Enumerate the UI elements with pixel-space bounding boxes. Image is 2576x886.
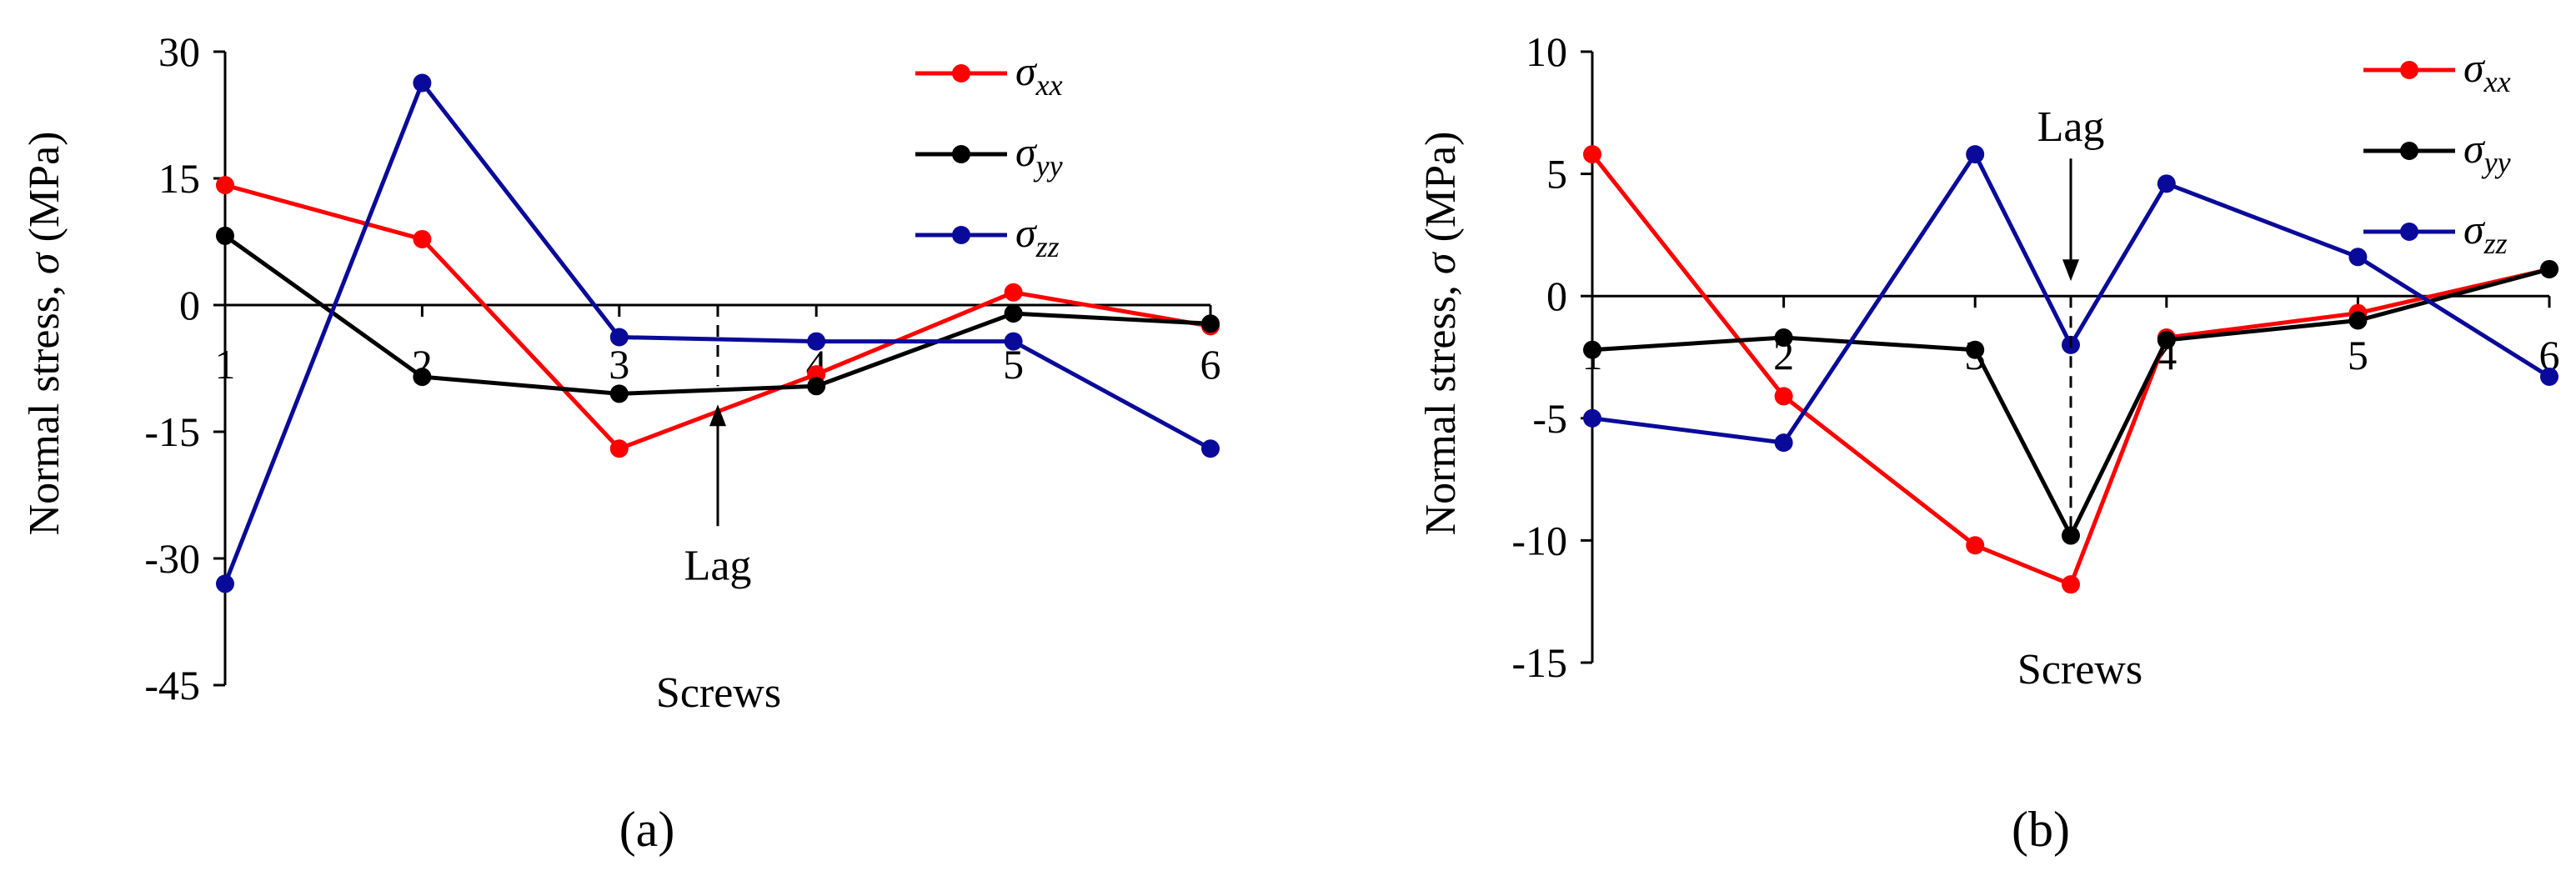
legend-marker-yy (2400, 142, 2418, 160)
x-axis-label-a: Screws (656, 669, 781, 717)
lag-arrow-head (2062, 259, 2079, 282)
legend-marker-xx (2400, 61, 2418, 79)
data-point-zz (1583, 408, 1601, 428)
y-ticks-b: 10 5 0 -5 -10 -15 (1511, 28, 1592, 686)
lag-label: Lag (684, 542, 752, 589)
legend-label-yy: σyy (1015, 128, 1063, 183)
legend-label-zz: σzz (1015, 209, 1060, 263)
data-point-zz (2540, 367, 2558, 386)
data-point-yy (1583, 340, 1601, 359)
data-point-xx (1774, 387, 1793, 406)
data-point-yy (1004, 304, 1023, 323)
data-point-zz (1966, 145, 1985, 164)
data-point-zz (2157, 174, 2176, 193)
data-point-zz (609, 328, 629, 347)
data-point-yy (2157, 330, 2176, 349)
y-tick-label: 5 (1546, 151, 1567, 198)
data-point-zz (807, 332, 826, 351)
x-tick-label: 5 (2348, 332, 2368, 378)
data-point-zz (413, 73, 432, 93)
data-point-yy (1966, 340, 1985, 359)
y-axis-label-b: Normal stress, σ (MPa) (1417, 132, 1465, 536)
legend-marker-zz (952, 226, 970, 244)
y-tick-label: -45 (144, 662, 200, 708)
data-point-zz (1201, 439, 1220, 458)
data-point-xx (216, 176, 234, 195)
data-point-xx (413, 229, 432, 248)
legend-a: σxx σyy σzz (915, 48, 1063, 263)
panel-label-b: (b) (2012, 802, 2070, 857)
data-point-yy (216, 226, 234, 245)
data-point-yy (807, 377, 826, 396)
y-tick-label: 30 (158, 28, 200, 75)
data-point-yy (2062, 526, 2080, 545)
lag-annotation-b: Lag (2037, 103, 2105, 536)
data-point-zz (216, 574, 234, 593)
y-tick-label: 0 (1546, 273, 1567, 319)
data-point-yy (2348, 311, 2368, 330)
y-tick-label: -10 (1511, 517, 1567, 563)
data-point-xx (609, 439, 629, 458)
data-point-yy (2540, 259, 2558, 278)
y-axis-label-a: Normal stress, σ (MPa) (21, 132, 68, 536)
series-line-yy (223, 233, 1211, 396)
y-tick-label: 10 (1526, 28, 1567, 75)
data-point-xx (1004, 283, 1023, 302)
lag-arrow-head (709, 404, 726, 427)
data-point-zz (2348, 248, 2368, 267)
panel-label-a: (a) (619, 802, 675, 857)
data-point-yy (609, 384, 629, 403)
x-axis-label-b: Screws (2017, 646, 2142, 693)
lag-annotation-a: Lag (684, 305, 752, 589)
y-tick-label: -15 (144, 408, 200, 455)
legend-label-xx: σxx (2463, 44, 2511, 98)
data-point-xx (2062, 575, 2080, 594)
legend-label-yy: σyy (2463, 125, 2511, 179)
data-point-yy (1774, 328, 1793, 348)
data-point-yy (413, 368, 432, 387)
x-tick-label: 3 (609, 341, 629, 388)
legend-b: σxx σyy σzz (2363, 44, 2511, 260)
y-tick-label: -30 (144, 535, 200, 582)
legend-marker-zz (2400, 223, 2418, 241)
series-line-zz (223, 80, 1212, 585)
lag-label: Lag (2037, 103, 2105, 151)
data-point-xx (1966, 536, 1985, 555)
y-tick-label: 15 (158, 155, 200, 202)
legend-marker-xx (952, 64, 970, 83)
x-tick-label: 6 (1200, 341, 1221, 388)
data-point-yy (1201, 314, 1220, 333)
data-point-xx (1583, 145, 1601, 164)
y-tick-label: -5 (1532, 395, 1567, 442)
y-tick-label: -15 (1511, 639, 1567, 686)
data-point-zz (1004, 332, 1023, 351)
y-ticks-a: 30 15 0 -15 -30 -45 (144, 28, 225, 708)
y-tick-label: 0 (179, 282, 200, 328)
legend-label-xx: σxx (1015, 48, 1063, 102)
legend-marker-yy (952, 145, 970, 163)
legend-label-zz: σzz (2463, 206, 2508, 260)
data-point-zz (1774, 433, 1793, 453)
